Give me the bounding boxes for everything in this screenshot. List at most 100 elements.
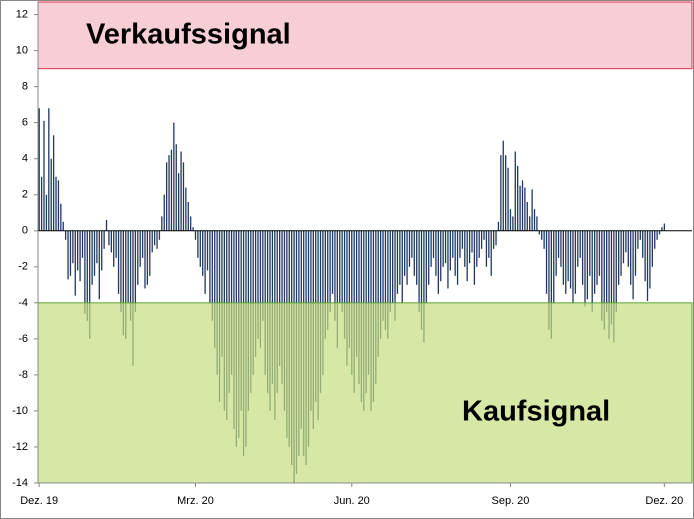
bar xyxy=(567,230,569,282)
bar xyxy=(180,151,182,231)
bar xyxy=(435,230,437,276)
bar xyxy=(69,230,72,276)
bar xyxy=(610,230,613,325)
bar xyxy=(178,173,180,231)
bar xyxy=(442,230,444,267)
band-label: Verkaufssignal xyxy=(86,19,291,51)
x-tick-label: Mrz. 20 xyxy=(177,495,214,507)
bar xyxy=(161,216,163,231)
bar xyxy=(654,230,656,249)
bar xyxy=(134,230,137,312)
bar xyxy=(204,230,206,294)
bar xyxy=(637,230,639,249)
bar xyxy=(122,230,125,336)
bar xyxy=(562,230,565,285)
bar xyxy=(519,185,521,231)
x-tick-label: Dez. 19 xyxy=(20,495,58,507)
y-tick-label: -2 xyxy=(18,261,28,273)
bar xyxy=(485,230,488,267)
y-tick-label: 4 xyxy=(22,153,28,165)
bar xyxy=(661,227,663,231)
bar xyxy=(632,230,634,300)
y-tick-label: -6 xyxy=(18,333,28,345)
bar xyxy=(627,230,629,267)
bar xyxy=(348,230,351,348)
bar xyxy=(423,230,425,343)
bar xyxy=(125,230,127,339)
bar xyxy=(214,230,216,348)
bar xyxy=(151,230,153,253)
y-tick-label: -12 xyxy=(12,441,28,453)
bar xyxy=(447,230,449,289)
bar xyxy=(117,230,120,294)
bar xyxy=(406,230,408,285)
bar xyxy=(644,230,646,282)
bar xyxy=(343,230,346,339)
bar xyxy=(425,230,427,303)
bar xyxy=(586,230,589,300)
bar xyxy=(86,230,88,321)
bar xyxy=(127,230,129,303)
bar xyxy=(601,230,603,321)
bar xyxy=(194,230,197,240)
bar xyxy=(428,230,430,285)
bar xyxy=(132,230,134,366)
bar xyxy=(401,230,403,303)
bar xyxy=(399,230,401,285)
bar xyxy=(490,230,492,276)
bar xyxy=(257,230,259,339)
bar xyxy=(105,219,108,231)
bar xyxy=(137,230,139,285)
bar xyxy=(577,230,579,267)
bar xyxy=(72,230,74,264)
y-tick-label: 2 xyxy=(22,189,28,201)
bar xyxy=(536,216,538,231)
bar xyxy=(545,230,548,294)
bar xyxy=(170,149,173,231)
bar xyxy=(93,230,96,276)
bar xyxy=(454,230,456,276)
bar xyxy=(175,144,177,231)
bar xyxy=(656,230,658,240)
bar xyxy=(327,230,329,330)
bar xyxy=(254,230,257,357)
bar xyxy=(464,230,466,267)
bar xyxy=(331,230,334,294)
bar xyxy=(144,230,146,289)
bar xyxy=(209,230,211,303)
bar xyxy=(572,230,574,303)
bar xyxy=(48,108,50,231)
bar xyxy=(108,230,110,246)
bar xyxy=(110,230,112,253)
bar xyxy=(449,230,452,271)
bar xyxy=(389,230,391,312)
bar xyxy=(468,230,471,264)
bar xyxy=(165,162,168,231)
bar xyxy=(416,230,418,285)
bar xyxy=(156,230,158,249)
bar xyxy=(57,180,60,231)
bar xyxy=(192,227,194,231)
bar xyxy=(40,176,43,231)
bar xyxy=(101,230,103,271)
bar xyxy=(593,230,596,294)
bar xyxy=(579,230,581,258)
bar xyxy=(526,201,528,231)
bar xyxy=(529,216,531,231)
bar xyxy=(259,230,262,348)
bar xyxy=(466,230,468,282)
bar xyxy=(480,230,483,249)
bar xyxy=(502,140,504,231)
bar xyxy=(394,230,396,321)
bar xyxy=(396,230,399,294)
bar xyxy=(622,230,625,264)
bar xyxy=(613,230,615,343)
bar xyxy=(432,230,435,258)
bar xyxy=(533,209,536,231)
bar xyxy=(642,230,644,258)
bar xyxy=(444,230,447,264)
bar xyxy=(62,221,64,231)
bar xyxy=(336,230,338,348)
bar xyxy=(413,230,415,276)
